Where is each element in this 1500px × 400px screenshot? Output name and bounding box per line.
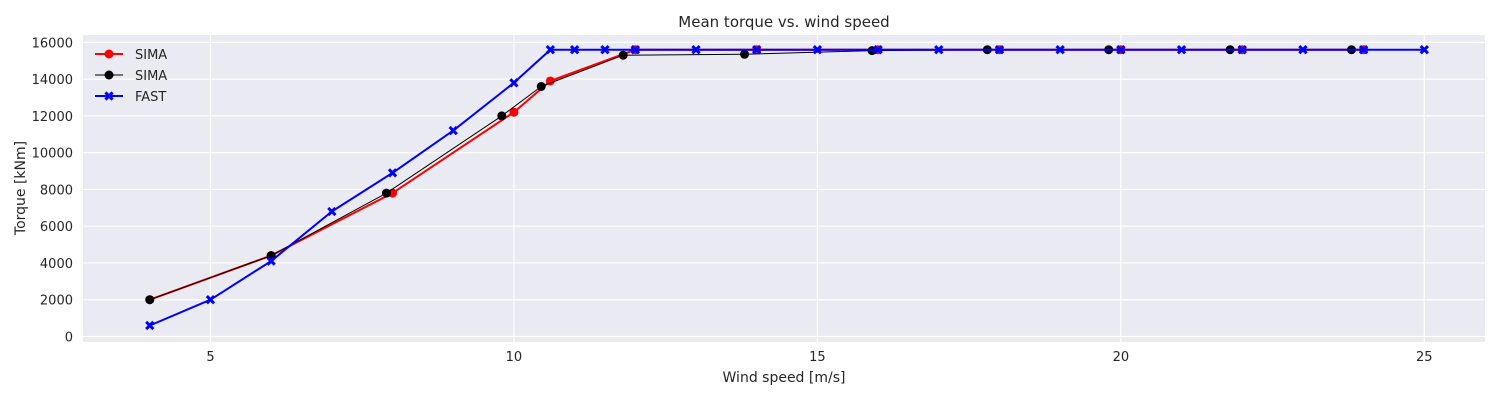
- legend-marker: [104, 49, 114, 59]
- chart-title: Mean torque vs. wind speed: [678, 13, 889, 31]
- y-tick-label: 4000: [40, 257, 73, 272]
- data-point: [618, 50, 628, 60]
- data-point: [1358, 45, 1369, 55]
- legend-marker: [104, 70, 114, 80]
- y-tick-label: 14000: [32, 73, 73, 88]
- x-tick-label: 10: [506, 350, 523, 365]
- data-point: [545, 45, 555, 55]
- tick-labels: 5 10 15 20 25 0 2000 4000 6000 8000 10000 12000 1400…: [32, 36, 1433, 365]
- data-point: [1176, 45, 1187, 55]
- data-point: [545, 76, 555, 86]
- data-point: [934, 45, 944, 55]
- data-point: [536, 81, 546, 91]
- legend-entry: SIMA: [95, 48, 167, 63]
- data-point: [509, 107, 519, 117]
- data-point: [1116, 45, 1126, 55]
- x-tick-label: 15: [809, 350, 826, 365]
- data-point: [509, 78, 519, 88]
- data-point: [266, 256, 276, 266]
- y-tick-label: 12000: [32, 110, 73, 125]
- y-tick-label: 16000: [32, 36, 73, 51]
- data-point: [569, 45, 580, 55]
- data-point: [1055, 45, 1065, 55]
- legend-label: FAST: [135, 90, 166, 105]
- data-point: [497, 111, 507, 121]
- y-tick-label: 6000: [40, 220, 73, 235]
- data-point: [1237, 45, 1247, 55]
- series-layer: [145, 45, 1429, 331]
- y-axis-label: Torque [kNm]: [13, 141, 29, 236]
- y-tick-label: 8000: [40, 183, 73, 198]
- legend-label: SIMA: [135, 48, 167, 63]
- x-tick-label: 25: [1416, 350, 1433, 365]
- x-tick-label: 5: [206, 350, 214, 365]
- data-point: [812, 45, 823, 55]
- series-line: [149, 48, 1425, 327]
- data-point: [752, 45, 762, 55]
- legend-entry: SIMA: [95, 69, 167, 84]
- data-point: [1298, 45, 1308, 55]
- data-point: [205, 295, 216, 305]
- x-axis-label: Wind speed [m/s]: [723, 370, 846, 386]
- data-point: [448, 125, 458, 136]
- data-point: [600, 45, 610, 55]
- data-point: [691, 45, 701, 55]
- data-point: [381, 188, 391, 198]
- legend-marker: [104, 91, 114, 101]
- y-tick-label: 0: [65, 330, 73, 345]
- y-tick-label: 10000: [32, 147, 73, 162]
- data-point: [740, 49, 750, 59]
- data-point: [145, 295, 155, 305]
- legend-entry: FAST: [95, 90, 166, 105]
- data-point: [994, 45, 1005, 55]
- series-fast-blue: [145, 45, 1429, 331]
- grid-lines: [83, 35, 1485, 342]
- y-tick-label: 2000: [40, 294, 73, 309]
- data-point: [1419, 45, 1429, 55]
- data-point: [387, 168, 398, 178]
- legend-label: SIMA: [135, 69, 167, 84]
- x-tick-label: 20: [1113, 350, 1130, 365]
- data-point: [145, 320, 155, 331]
- data-point: [327, 206, 337, 217]
- data-point: [630, 45, 640, 55]
- plot-area: [83, 35, 1485, 342]
- legend: SIMA SIMA FAST: [95, 48, 167, 105]
- data-point: [873, 45, 883, 55]
